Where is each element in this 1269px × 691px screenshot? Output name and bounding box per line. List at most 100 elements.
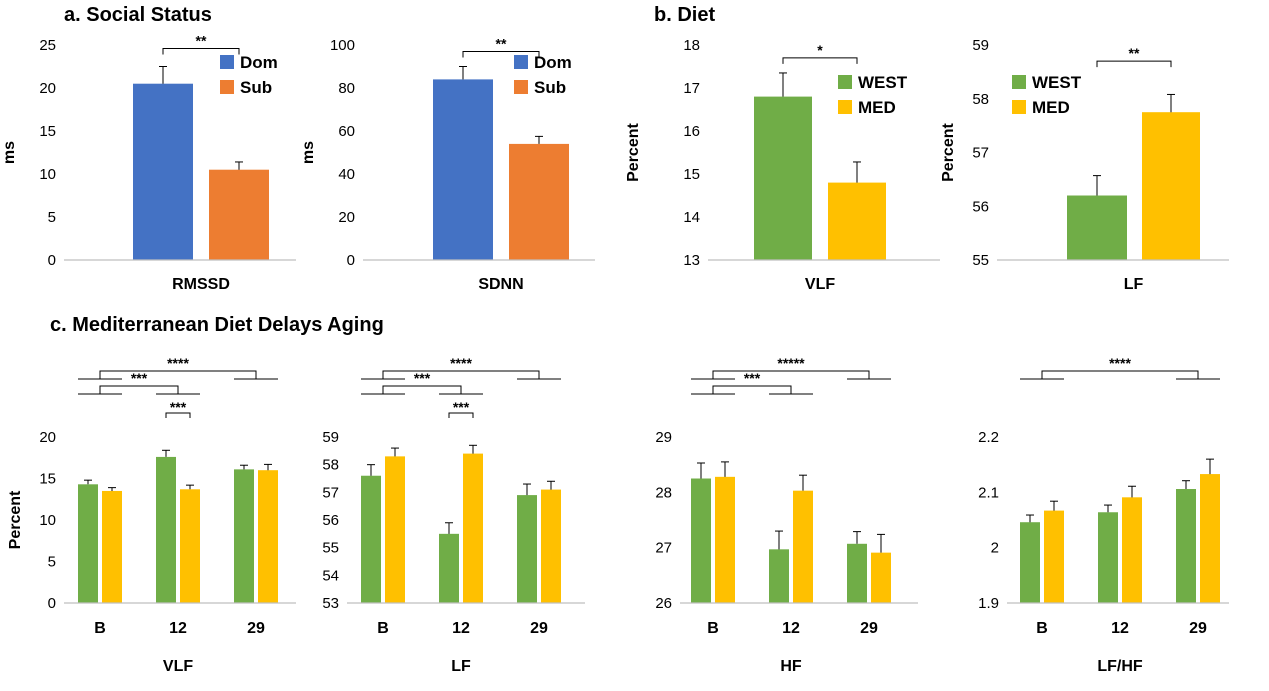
- y-axis-label: Percent: [625, 122, 642, 181]
- y-tick-label: 0: [347, 252, 355, 269]
- significance-label: ***: [170, 399, 187, 415]
- bar-dom-sdnn: [433, 79, 493, 261]
- y-tick-label: 25: [39, 37, 56, 54]
- significance-bracket: [462, 50, 540, 58]
- significance-bracket: [78, 385, 200, 395]
- y-tick-label: 16: [683, 123, 700, 140]
- y-tick-label: 56: [972, 198, 989, 215]
- legend-label-west: WEST: [858, 73, 908, 92]
- y-tick-label: 0: [48, 252, 56, 269]
- bar-west-vlf: [754, 96, 812, 260]
- legend-swatch-med: [838, 100, 852, 114]
- bar-med-12: [793, 490, 813, 603]
- y-tick-label: 2.1: [978, 484, 999, 501]
- y-axis-label: Percent: [7, 490, 24, 549]
- y-tick-label: 58: [322, 457, 339, 474]
- category-label: B: [94, 620, 106, 637]
- bar-med-29: [258, 470, 278, 603]
- bar-med-b: [715, 476, 735, 603]
- category-label: 29: [530, 620, 548, 637]
- section-title-a: a. Social Status: [64, 4, 212, 26]
- bar-med-b: [385, 456, 405, 603]
- y-tick-label: 54: [322, 567, 339, 584]
- y-tick-label: 18: [683, 37, 700, 54]
- y-tick-label: 2: [991, 540, 999, 557]
- significance-bracket: [1020, 370, 1220, 380]
- y-tick-label: 27: [655, 540, 672, 557]
- y-axis-label: ms: [1, 141, 18, 164]
- y-tick-label: 59: [322, 429, 339, 446]
- bar-med-b: [1044, 510, 1064, 603]
- bar-med-b: [102, 490, 122, 603]
- y-tick-label: 10: [39, 166, 56, 183]
- legend-label-med: MED: [1032, 98, 1070, 117]
- significance-bracket: [361, 385, 483, 395]
- significance-label: ****: [450, 355, 472, 371]
- bar-west-12: [1098, 512, 1118, 603]
- y-tick-label: 1.9: [978, 595, 999, 612]
- significance-bracket: [691, 370, 891, 380]
- bar-west-lf: [1067, 195, 1127, 260]
- section-title-b: b. Diet: [654, 4, 715, 26]
- significance-label: ***: [414, 370, 431, 386]
- x-axis-label: VLF: [163, 658, 193, 675]
- significance-bracket: [361, 370, 561, 380]
- legend-label-dom: Dom: [240, 53, 278, 72]
- bar-west-29: [517, 495, 537, 603]
- y-tick-label: 14: [683, 209, 700, 226]
- legend-swatch-west: [838, 75, 852, 89]
- significance-label: **: [496, 35, 507, 51]
- significance-label: ****: [167, 355, 189, 371]
- y-tick-label: 20: [39, 80, 56, 97]
- y-tick-label: 59: [972, 37, 989, 54]
- category-label: B: [707, 620, 719, 637]
- bar-west-12: [769, 549, 789, 603]
- x-axis-label: LF: [1124, 276, 1144, 293]
- legend-swatch-west: [1012, 75, 1026, 89]
- bar-west-b: [691, 478, 711, 603]
- bar-dom-rmssd: [133, 83, 193, 260]
- category-label: 12: [169, 620, 187, 637]
- significance-bracket: [448, 412, 474, 418]
- y-tick-label: 17: [683, 80, 700, 97]
- bar-med-29: [541, 489, 561, 603]
- x-axis-label: SDNN: [478, 276, 523, 293]
- legend-label-sub: Sub: [534, 78, 566, 97]
- y-tick-label: 20: [39, 429, 56, 446]
- category-label: 29: [860, 620, 878, 637]
- y-tick-label: 26: [655, 595, 672, 612]
- bar-med-29: [871, 552, 891, 603]
- legend-label-dom: Dom: [534, 53, 572, 72]
- legend-swatch-med: [1012, 100, 1026, 114]
- y-tick-label: 0: [48, 595, 56, 612]
- significance-label: *****: [777, 355, 805, 371]
- significance-bracket: [78, 370, 278, 380]
- bar-med-12: [463, 453, 483, 603]
- y-tick-label: 20: [338, 209, 355, 226]
- legend-swatch-sub: [220, 80, 234, 94]
- y-tick-label: 53: [322, 595, 339, 612]
- bar-med-29: [1200, 474, 1220, 603]
- y-tick-label: 40: [338, 166, 355, 183]
- y-tick-label: 55: [322, 540, 339, 557]
- y-tick-label: 2.2: [978, 429, 999, 446]
- legend-swatch-dom: [220, 55, 234, 69]
- bar-west-b: [361, 475, 381, 603]
- legend-swatch-sub: [514, 80, 528, 94]
- bar-west-29: [234, 469, 254, 603]
- x-axis-label: LF: [451, 658, 471, 675]
- bar-med-12: [180, 489, 200, 603]
- category-label: B: [1036, 620, 1048, 637]
- legend-swatch-dom: [514, 55, 528, 69]
- y-tick-label: 28: [655, 484, 672, 501]
- chart-panel-3: 55 56 57 58 59 Percent LF WEST MED **: [940, 37, 1229, 293]
- chart-panel-2: 13 14 15 16 17 18 Percent VLF WEST MED *: [625, 37, 940, 293]
- significance-bracket: [1096, 60, 1172, 68]
- category-label: 12: [782, 620, 800, 637]
- y-axis-label: Percent: [940, 122, 957, 181]
- y-tick-label: 100: [330, 37, 355, 54]
- y-tick-label: 5: [48, 209, 56, 226]
- x-axis-label: VLF: [805, 276, 835, 293]
- y-tick-label: 15: [39, 123, 56, 140]
- bar-sub-rmssd: [209, 169, 269, 260]
